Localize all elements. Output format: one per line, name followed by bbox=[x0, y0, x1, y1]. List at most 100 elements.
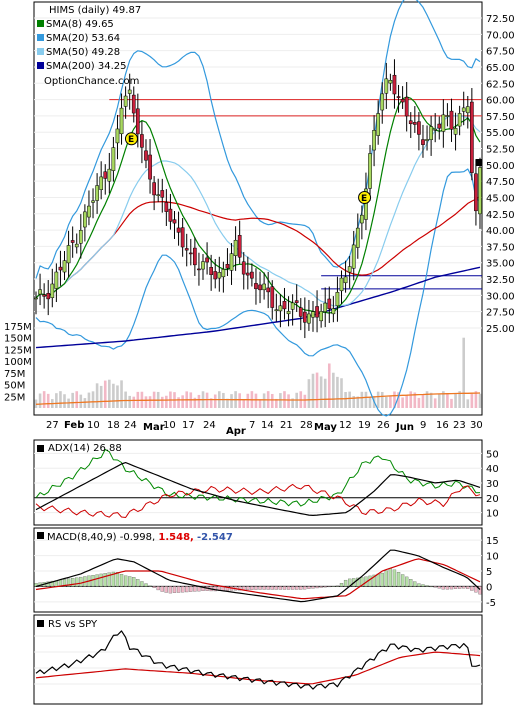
macd-hist-bar bbox=[307, 586, 311, 589]
x-tick-28: 28 bbox=[300, 420, 313, 431]
candle-body bbox=[213, 271, 218, 280]
candle-body bbox=[453, 128, 458, 135]
volume-bar bbox=[303, 394, 307, 408]
volume-bar bbox=[454, 394, 457, 408]
volume-bar bbox=[315, 372, 319, 408]
price-tick-label: 52.50 bbox=[486, 145, 515, 156]
legend-swatch-sma20 bbox=[37, 34, 44, 41]
macd-hist-bar bbox=[457, 586, 462, 589]
candle-body bbox=[119, 107, 124, 135]
last-price-marker bbox=[476, 159, 482, 166]
x-tick-16: 16 bbox=[436, 420, 449, 431]
candle-body bbox=[172, 219, 177, 224]
volume-bar bbox=[205, 392, 209, 408]
price-tick-label: 50.00 bbox=[486, 161, 515, 172]
macd-hist-bar bbox=[270, 586, 274, 590]
x-tick-18: 18 bbox=[107, 420, 120, 431]
x-month-may: May bbox=[314, 422, 337, 433]
volume-bar bbox=[466, 399, 470, 408]
volume-tick-label: 75M bbox=[4, 369, 25, 380]
volume-bar bbox=[83, 398, 87, 408]
candle-body bbox=[441, 114, 446, 132]
x-tick-9: 9 bbox=[420, 420, 426, 431]
macd-hist-bar bbox=[107, 572, 111, 587]
candle-body bbox=[355, 227, 360, 248]
candle-body bbox=[131, 94, 136, 114]
volume-bar bbox=[79, 394, 83, 408]
macd-hist-bar bbox=[449, 586, 454, 590]
volume-bar bbox=[238, 393, 241, 408]
volume-bar bbox=[108, 379, 111, 408]
x-tick-26: 26 bbox=[377, 420, 390, 431]
volume-bar bbox=[393, 391, 396, 408]
macd-panel: 15 10 5 0 -5 MACD(8,40,9) -0.998, 1.548, -2.… bbox=[33, 527, 499, 613]
candle-body bbox=[470, 101, 474, 173]
candle-body bbox=[95, 185, 99, 201]
macd-hist-bar bbox=[295, 586, 299, 590]
candle-body bbox=[168, 208, 173, 222]
candle-body bbox=[34, 297, 38, 300]
macd-hist-bar bbox=[417, 583, 421, 587]
chart-title: HIMS (daily) 49.87 bbox=[49, 5, 141, 16]
macd-hist-bar bbox=[123, 575, 128, 587]
candle-body bbox=[274, 309, 279, 311]
candle-body bbox=[315, 306, 319, 318]
volume-bar bbox=[132, 396, 136, 408]
price-tick-label: 70.00 bbox=[486, 30, 515, 41]
candle-body bbox=[135, 108, 140, 135]
candle-body bbox=[91, 200, 95, 203]
candle-body bbox=[144, 150, 148, 161]
volume-bar bbox=[71, 392, 74, 408]
candle-body bbox=[408, 120, 413, 125]
earnings-marker bbox=[124, 132, 138, 146]
macd-hist-bar bbox=[360, 577, 364, 587]
volume-bar bbox=[319, 376, 323, 408]
legend-sma8: SMA(8) 49.65 bbox=[46, 19, 114, 30]
volume-bar bbox=[478, 393, 482, 408]
macd-signal-line bbox=[35, 558, 481, 600]
macd-hist-bar bbox=[164, 586, 168, 593]
price-tick-label: 27.50 bbox=[486, 308, 515, 319]
candle-body bbox=[474, 173, 478, 212]
volume-bar bbox=[413, 392, 417, 408]
volume-bar bbox=[112, 383, 115, 408]
earnings-marker-label: E bbox=[128, 135, 134, 145]
candle-body bbox=[425, 139, 429, 141]
candlesticks bbox=[34, 59, 482, 339]
candle-body bbox=[335, 292, 340, 307]
macd-hist-bar bbox=[258, 586, 262, 590]
candle-body bbox=[38, 289, 42, 295]
macd-hist-bar bbox=[148, 585, 152, 587]
x-tick-17: 17 bbox=[182, 420, 195, 431]
x-tick-30: 30 bbox=[470, 420, 483, 431]
rs-title: RS vs SPY bbox=[48, 619, 98, 630]
macd-hist-bar bbox=[462, 586, 466, 589]
macd-hist-bar bbox=[66, 578, 71, 587]
macd-hist-bar bbox=[119, 574, 124, 587]
macd-tick-label: -5 bbox=[486, 598, 496, 609]
lower-band-line bbox=[35, 168, 481, 417]
volume-bar bbox=[258, 399, 262, 408]
candle-body bbox=[87, 205, 91, 218]
adx-title-swatch bbox=[37, 445, 44, 452]
macd-hist-bar bbox=[262, 586, 266, 590]
candle-body bbox=[392, 74, 397, 95]
adx-axis: 50 40 30 20 10 bbox=[486, 449, 499, 519]
volume-bar bbox=[46, 393, 50, 408]
candle-body bbox=[262, 283, 266, 291]
volume-bar bbox=[124, 391, 127, 408]
candle-body bbox=[319, 311, 323, 322]
candle-body bbox=[404, 96, 409, 117]
candle-body bbox=[298, 307, 303, 317]
date-axis: 27 10 18 24 10 17 24 7 14 21 28 12 19 26… bbox=[46, 420, 483, 437]
macd-hist-bar bbox=[201, 586, 205, 592]
candle-body bbox=[331, 308, 336, 315]
x-tick-23: 23 bbox=[453, 420, 466, 431]
candle-body bbox=[209, 267, 214, 275]
legend-sma20: SMA(20) 53.64 bbox=[46, 33, 120, 44]
x-month-jun: Jun bbox=[395, 422, 414, 433]
candle-body bbox=[42, 294, 46, 297]
candle-body bbox=[233, 239, 238, 256]
macd-hist-bar bbox=[327, 586, 331, 588]
candle-body bbox=[445, 115, 450, 117]
